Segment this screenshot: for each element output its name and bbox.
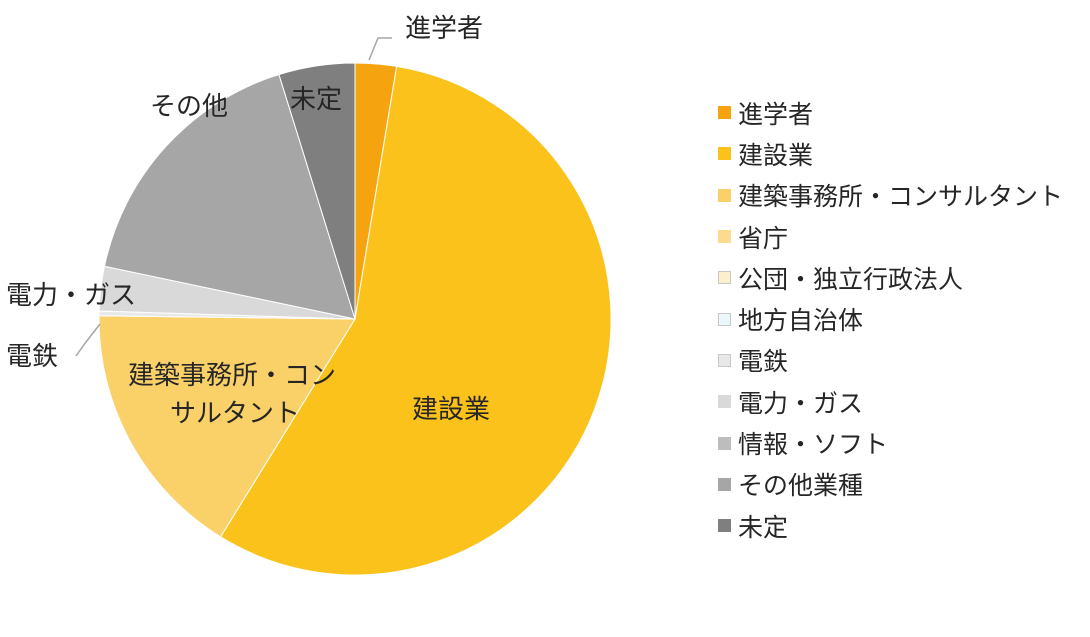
legend-label-電力・ガス: 電力・ガス [738,388,864,418]
pie-slice-建設業 [219,65,612,576]
slice-label-電力・ガス: 電力・ガス [6,281,136,311]
pie-slice-その他業種 [103,73,356,320]
legend-swatch-未定 [718,519,731,533]
legend-item-電力・ガス: 電力・ガス [718,381,1063,422]
legend-swatch-公団・独立行政法人 [718,271,731,285]
legend-item-建築事務所・コンサルタント: 建築事務所・コンサルタント [718,175,1063,216]
pie-slice-建築事務所・コンサルタント [98,315,356,538]
legend-item-その他業種: その他業種 [718,464,1063,505]
leader-line-電鉄 [75,323,101,357]
legend-label-省庁: 省庁 [738,223,789,253]
legend-label-進学者: 進学者 [738,99,814,129]
legend-label-情報・ソフト: 情報・ソフト [738,430,889,460]
legend-label-建築事務所・コンサルタント: 建築事務所・コンサルタント [738,182,1064,212]
legend-swatch-電力・ガス [718,395,731,409]
legend-item-進学者: 進学者 [718,92,1063,133]
legend-label-未定: 未定 [738,512,789,542]
legend-item-電鉄: 電鉄 [718,340,1063,381]
legend-swatch-地方自治体 [718,312,731,326]
legend-swatch-電鉄 [718,353,731,367]
slice-label-建設業: 建設業 [412,395,490,425]
legend-label-その他業種: その他業種 [738,471,864,501]
legend-label-公団・独立行政法人: 公団・独立行政法人 [738,264,964,294]
legend-swatch-建築事務所・コンサルタント [718,188,731,202]
chart-legend: 進学者 建設業 建築事務所・コンサルタント 省庁 公団・独立行政法人 地方自治体… [718,92,1063,546]
legend-swatch-省庁 [718,230,731,244]
slice-label-その他: その他 [150,92,228,122]
legend-item-情報・ソフト: 情報・ソフト [718,422,1063,463]
pie-chart: 進学者 建設業 建築事務所・コン サルタント 電鉄 電力・ガス その他 未定 [6,14,612,576]
pie-slice-未定 [278,62,356,320]
legend-label-電鉄: 電鉄 [738,347,789,377]
slice-label-建築事務所・コンサルタント-line2: サルタント [170,399,300,429]
legend-item-未定: 未定 [718,505,1063,546]
legend-item-建設業: 建設業 [718,133,1063,174]
legend-item-省庁: 省庁 [718,216,1063,257]
leader-line-進学者 [368,37,392,61]
legend-label-建設業: 建設業 [738,140,814,170]
legend-swatch-進学者 [718,106,731,120]
slice-label-進学者: 進学者 [405,14,483,44]
legend-swatch-その他業種 [718,477,731,491]
legend-item-公団・独立行政法人: 公団・独立行政法人 [718,257,1063,298]
slice-label-電鉄: 電鉄 [6,342,58,372]
legend-swatch-情報・ソフト [718,436,731,450]
legend-item-地方自治体: 地方自治体 [718,298,1063,339]
slice-label-建築事務所・コンサルタント-line1: 建築事務所・コン [128,361,336,391]
slice-label-未定: 未定 [290,85,342,115]
legend-swatch-建設業 [718,147,731,161]
legend-label-地方自治体: 地方自治体 [738,306,864,336]
